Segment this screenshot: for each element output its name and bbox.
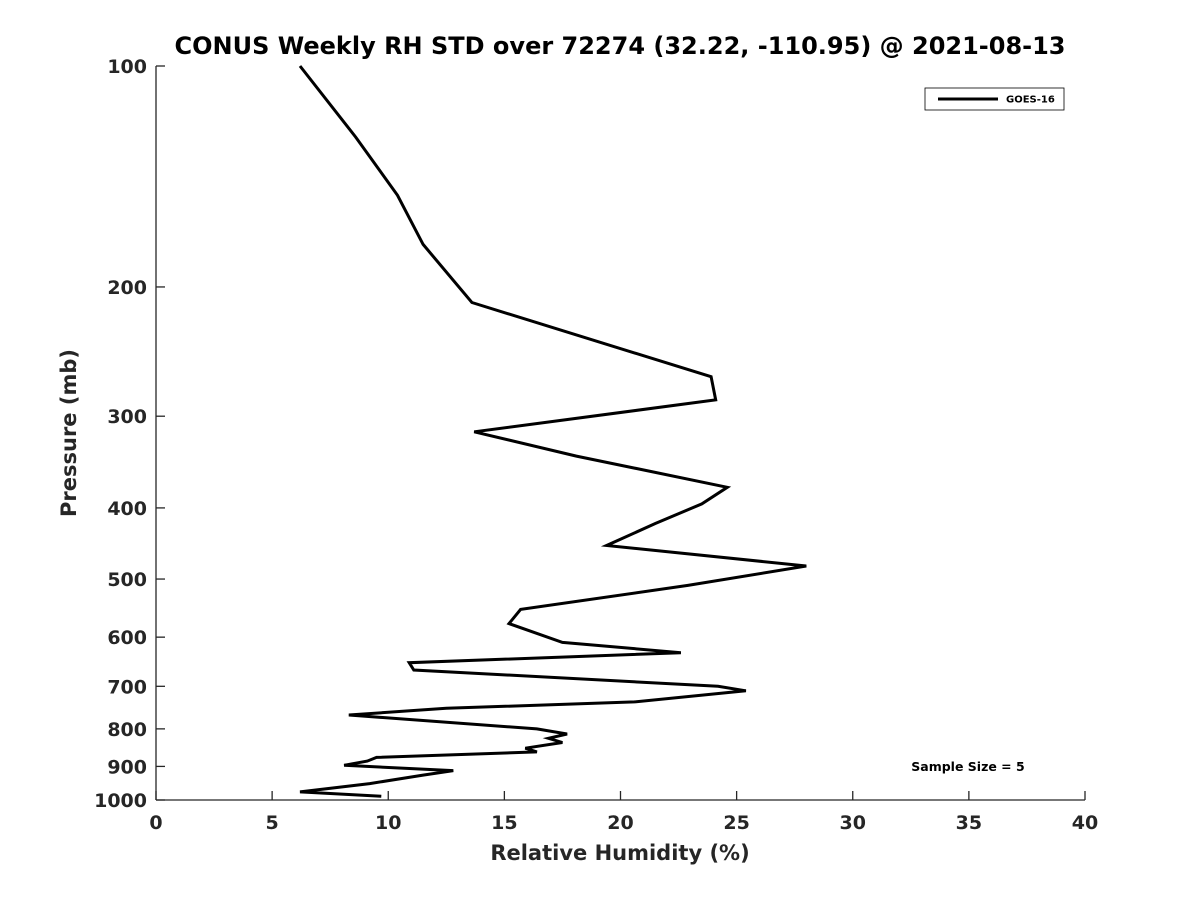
series-line-goes-16 [298, 65, 807, 798]
y-tick-label: 700 [107, 676, 147, 698]
sample-size-annotation: Sample Size = 5 [911, 759, 1024, 774]
y-tick-label: 900 [107, 756, 147, 778]
y-tick-label: 300 [107, 406, 147, 428]
x-axis-label: Relative Humidity (%) [490, 841, 749, 865]
y-tick-label: 200 [107, 277, 147, 299]
x-tick-label: 30 [840, 812, 866, 834]
legend: GOES-16 [924, 87, 1065, 111]
legend-label-goes-16: GOES-16 [1006, 95, 1055, 106]
y-tick-label: 100 [107, 56, 147, 78]
y-tick-label: 1000 [94, 790, 147, 812]
x-tick-label: 25 [723, 812, 749, 834]
y-axis-ticks: 100 200 300 400 500 600 700 800 900 1000 [94, 56, 165, 812]
x-tick-label: 35 [956, 812, 982, 834]
x-tick-label: 0 [149, 812, 162, 834]
y-axis-label: Pressure (mb) [57, 349, 81, 517]
x-tick-label: 5 [266, 812, 279, 834]
x-axis-ticks: 0 5 10 15 20 25 30 35 40 [149, 791, 1098, 834]
y-tick-label: 400 [107, 498, 147, 520]
x-tick-label: 15 [491, 812, 517, 834]
x-tick-label: 40 [1072, 812, 1098, 834]
y-tick-label: 500 [107, 569, 147, 591]
x-tick-label: 10 [375, 812, 401, 834]
y-tick-label: 800 [107, 719, 147, 741]
y-tick-label: 600 [107, 627, 147, 649]
x-tick-label: 20 [607, 812, 633, 834]
chart-title: CONUS Weekly RH STD over 72274 (32.22, -… [174, 32, 1065, 60]
